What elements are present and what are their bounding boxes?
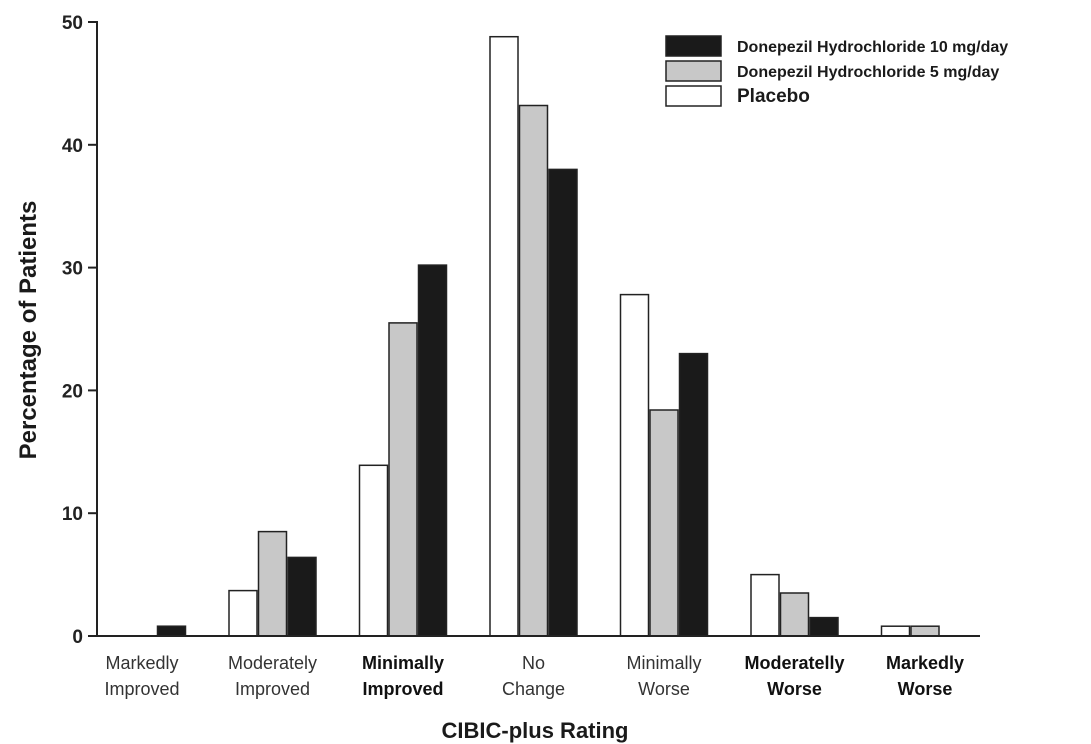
- x-categories-group: Markedly Improved Moderately Improved Minima…: [104, 653, 964, 699]
- bar-series-2-cat-0: [156, 625, 187, 637]
- x-category-label: No Change: [502, 653, 565, 699]
- bar-series-0-cat-6: [880, 625, 911, 637]
- bar-series-2-cat-2: [417, 264, 448, 637]
- bar-series-1-cat-5: [779, 592, 810, 637]
- bar-series-0-cat-1: [228, 589, 258, 637]
- x-category-label: Markedly Improved: [104, 653, 179, 699]
- legend-label: Donepezil Hydrochloride 5 mg/day: [737, 64, 999, 81]
- y-tick-label: 20: [62, 381, 83, 402]
- legend-swatch: [665, 35, 722, 57]
- bar-series-2-cat-1: [287, 556, 317, 637]
- bar-series-0-cat-2: [358, 464, 389, 637]
- legend: Donepezil Hydrochloride 10 mg/day Donepez…: [665, 35, 1008, 107]
- legend-swatch: [665, 85, 722, 107]
- x-category-label: Minimally Improved: [362, 653, 444, 699]
- bar-series-1-cat-2: [388, 322, 418, 637]
- y-tick-label: 10: [62, 504, 83, 525]
- x-category-label: Moderately Improved: [228, 653, 317, 699]
- y-tick-label: 30: [62, 259, 83, 280]
- x-category-label: Minimally Worse: [626, 653, 701, 699]
- bar-series-0-cat-3: [489, 35, 519, 637]
- y-tick-label: 40: [62, 136, 83, 157]
- x-category-label: Markedly Worse: [886, 653, 964, 699]
- bar-series-2-cat-5: [809, 616, 839, 637]
- bars-group: [156, 35, 940, 637]
- legend-label: Placebo: [737, 86, 810, 107]
- legend-label: Donepezil Hydrochloride 10 mg/day: [737, 39, 1008, 56]
- y-axis-title: Percentage of Patients: [15, 201, 42, 460]
- bar-series-1-cat-3: [518, 104, 549, 637]
- bar-series-0-cat-4: [619, 293, 650, 637]
- y-tick-label: 50: [62, 13, 83, 34]
- bar-series-2-cat-4: [678, 352, 709, 637]
- bar-series-1-cat-1: [257, 530, 288, 637]
- x-category-label: Moderatelly Worse: [744, 653, 844, 699]
- axes-group: [96, 21, 980, 637]
- y-ticks-group: 0 10 20 30 40 50: [62, 13, 97, 648]
- y-tick-label: 0: [72, 627, 83, 648]
- bar-series-2-cat-3: [548, 168, 578, 637]
- bar-series-1-cat-4: [649, 409, 679, 637]
- bar-series-0-cat-5: [750, 573, 780, 637]
- legend-swatch: [665, 60, 722, 82]
- bar-series-1-cat-6: [910, 625, 940, 637]
- x-axis-title: CIBIC-plus Rating: [442, 718, 629, 743]
